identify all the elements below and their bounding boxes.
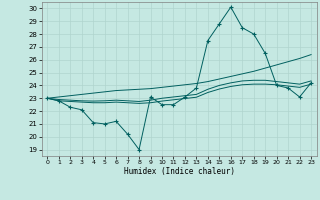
- X-axis label: Humidex (Indice chaleur): Humidex (Indice chaleur): [124, 167, 235, 176]
